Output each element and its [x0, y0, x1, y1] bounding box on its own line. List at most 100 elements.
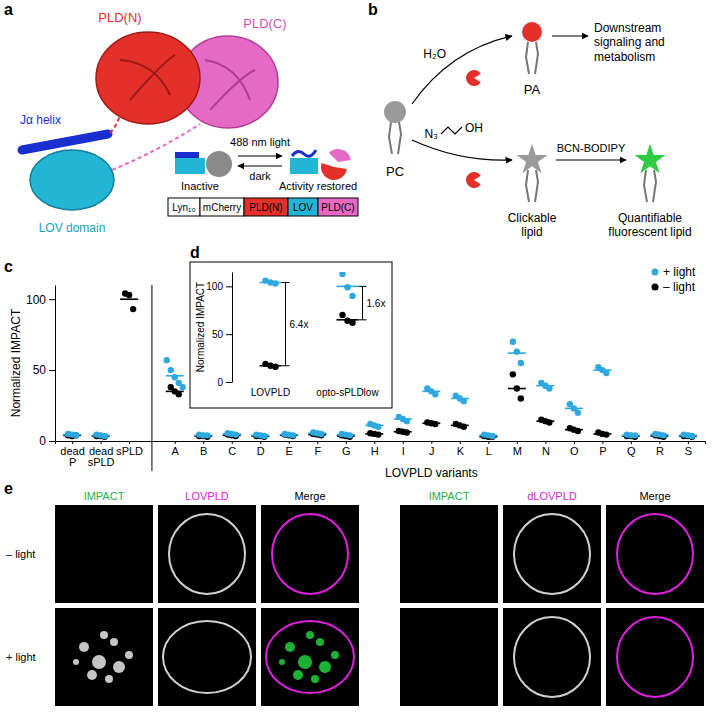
replicate-dot — [514, 348, 520, 354]
replicate-dot — [164, 357, 170, 363]
replicate-dot — [261, 434, 267, 440]
replicate-dot — [689, 434, 695, 440]
label: Clickablelipid — [508, 211, 557, 239]
arrow — [552, 35, 588, 36]
bracket-cap — [359, 319, 367, 320]
image-background — [55, 505, 153, 603]
arrow — [556, 159, 626, 160]
cell-membrane — [514, 617, 590, 697]
mean-line — [422, 422, 440, 424]
j-helix — [22, 134, 108, 150]
mean-line — [251, 435, 269, 437]
tick-label: D — [257, 445, 265, 457]
tick-label: 100 — [206, 281, 223, 292]
construct-label: Lyn₁₀ — [172, 202, 195, 213]
tick-label: F — [314, 445, 321, 457]
label: dark — [249, 170, 271, 182]
tick-mark — [574, 441, 575, 444]
tick-label: A — [172, 445, 180, 457]
y-tick: 0 — [39, 434, 55, 448]
tick-mark — [374, 441, 375, 444]
micrograph — [400, 608, 498, 706]
tick-mark — [517, 441, 518, 444]
axis-title: LOVPLD variants — [385, 466, 478, 480]
tick-label: G — [342, 445, 351, 457]
label: H₂O — [423, 47, 446, 61]
image-background — [261, 505, 359, 603]
bracket-line — [362, 286, 363, 319]
construct-label: PLD(N) — [249, 202, 282, 213]
micrograph — [158, 608, 256, 706]
replicate-dot — [168, 367, 174, 373]
tick-label: N — [542, 445, 550, 457]
bracket-cap — [359, 286, 367, 287]
tick-mark — [49, 299, 55, 300]
mean-line — [120, 298, 138, 300]
tick-label: 0 — [217, 377, 223, 388]
lipid-tail — [653, 170, 656, 202]
bracket — [359, 286, 367, 319]
x-tick: L — [486, 441, 492, 457]
pld-enzyme — [466, 172, 481, 188]
axis-line — [56, 442, 706, 445]
label: OH — [465, 121, 483, 135]
y-axis: 050100 — [26, 286, 56, 449]
mean-line — [308, 432, 326, 434]
inactive-icon — [175, 151, 232, 177]
image-background — [606, 505, 704, 603]
x-tick: K — [457, 441, 465, 457]
annotation: 1.6x — [367, 298, 386, 309]
fluorescent-signal — [79, 642, 89, 652]
replicate-dot — [180, 384, 186, 390]
label: Downstreamsignaling andmetabolism — [594, 21, 665, 64]
replicate-dot — [375, 424, 381, 430]
tick-mark — [232, 441, 233, 444]
fluorescent-signal — [306, 631, 314, 639]
panel-letter: d — [190, 244, 200, 261]
arrow — [238, 165, 282, 166]
x-tick: A — [172, 441, 180, 457]
mean-line — [565, 408, 583, 410]
replicate-dot — [510, 339, 516, 345]
mean-line — [508, 352, 526, 354]
mean-line — [394, 431, 412, 433]
pld-n-wedge — [321, 163, 347, 180]
micrograph — [55, 505, 153, 603]
x-tick: P — [599, 441, 606, 457]
x-tick: E — [286, 441, 293, 457]
bracket — [282, 283, 290, 366]
cell-membrane — [272, 514, 348, 594]
clickable-head — [516, 144, 547, 174]
image-background — [606, 608, 704, 706]
x-tick: H — [371, 441, 379, 457]
mean-line — [166, 375, 184, 377]
cell-membrane — [266, 621, 354, 693]
fluorescent-signal — [110, 638, 118, 646]
mean-line — [194, 435, 212, 437]
cell-membrane — [514, 514, 590, 594]
tick-label: E — [286, 445, 293, 457]
tick-mark — [49, 441, 55, 442]
replicate-dot — [489, 434, 495, 440]
legend-marker — [652, 269, 659, 276]
construct-segment — [288, 198, 318, 216]
micrograph — [55, 608, 153, 706]
tick-label: deadsPLD — [88, 445, 115, 468]
bracket-cap — [282, 365, 290, 366]
x-tick: sPLD — [116, 441, 143, 457]
replicate-dot — [272, 363, 278, 369]
axis-line — [55, 286, 56, 442]
fluorescent-signal — [311, 675, 319, 683]
label: Activity restored — [279, 180, 357, 192]
x-tick: J — [429, 441, 435, 457]
mean-line — [479, 435, 497, 437]
mean-line — [92, 435, 110, 437]
tick-label: opto-sPLDlow — [316, 387, 379, 398]
pa-head — [522, 22, 542, 42]
tick-mark — [175, 441, 176, 444]
label: BCN-BODIPY — [557, 142, 626, 154]
fluorescent-signal — [331, 651, 339, 659]
tick-label: sPLD — [116, 445, 143, 457]
label: PC — [386, 164, 404, 179]
tick-mark — [72, 441, 73, 444]
